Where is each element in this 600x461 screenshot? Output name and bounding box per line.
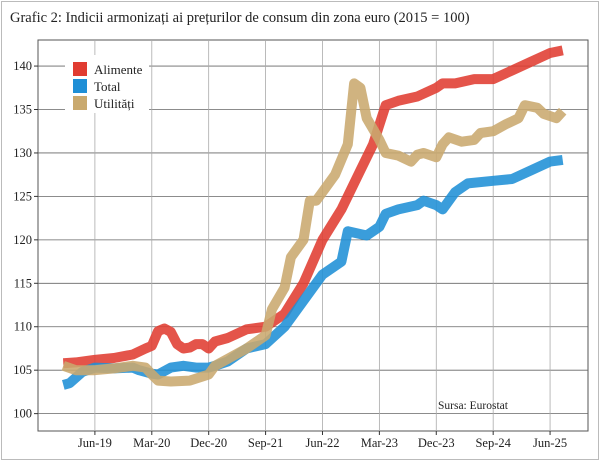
source-note: Sursa: Eurostat	[438, 400, 509, 412]
y-tick-label: 115	[14, 276, 32, 290]
plot-border	[37, 39, 589, 432]
legend-swatch	[73, 96, 87, 110]
y-tick-label: 125	[13, 189, 32, 203]
x-tick-label: Sep-21	[248, 436, 283, 450]
series-lines	[61, 45, 567, 390]
y-tick-label: 135	[13, 103, 32, 117]
y-tick-label: 110	[14, 320, 32, 334]
x-tick-label: Dec-23	[418, 436, 455, 450]
x-tick-label: Mar-23	[361, 436, 398, 450]
y-axis: 100 105 110 115 120 125 130 135 140	[13, 59, 38, 421]
y-tick-label: 140	[13, 59, 32, 73]
chart-title: Grafic 2: Indicii armonizați ai prețuril…	[10, 10, 470, 26]
y-tick-label: 105	[13, 363, 32, 377]
x-tick-label: Mar-20	[133, 436, 170, 450]
y-tick-label: 130	[13, 146, 32, 160]
series-line-alimente	[62, 45, 564, 369]
y-tick-label: 120	[13, 233, 32, 247]
x-tick-label: Jun-19	[78, 436, 112, 450]
x-tick-label: Jun-22	[305, 436, 339, 450]
x-tick-label: Jun-25	[533, 436, 567, 450]
x-axis: Jun-19 Mar-20 Dec-20 Sep-21 Jun-22 Mar-23 Dec-…	[78, 431, 567, 450]
legend-swatch	[73, 62, 87, 76]
series-line-utilitati	[61, 78, 567, 387]
x-tick-label: Dec-20	[190, 436, 227, 450]
legend-label: Utilități	[94, 96, 135, 111]
x-tick-label: Sep-24	[475, 436, 511, 450]
legend-label: Total	[94, 79, 121, 94]
legend-swatch	[73, 79, 87, 93]
y-tick-label: 100	[13, 407, 32, 421]
legend-label: Alimente	[94, 62, 143, 77]
legend: Alimente Total Utilități	[65, 55, 149, 113]
